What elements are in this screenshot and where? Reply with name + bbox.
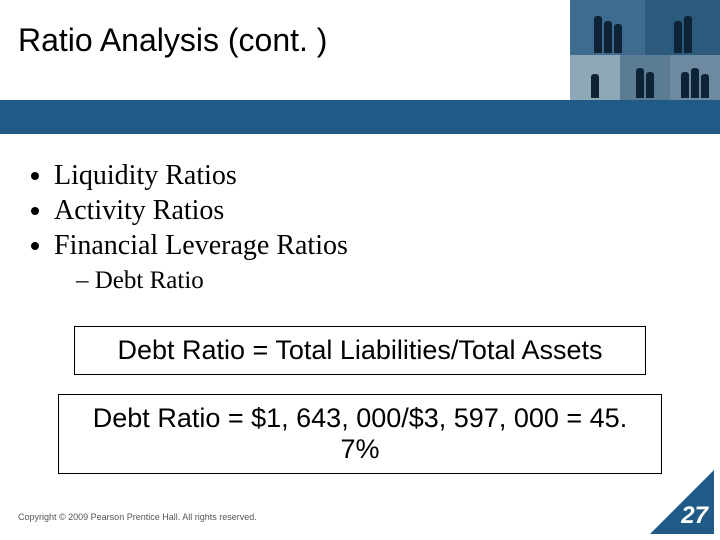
page-number-badge: 27 bbox=[650, 470, 714, 534]
page-number: 27 bbox=[681, 502, 708, 530]
content-area: Liquidity Ratios Activity Ratios Financi… bbox=[26, 158, 694, 296]
bullet-item: Liquidity Ratios bbox=[54, 158, 694, 193]
accent-bar bbox=[0, 100, 720, 134]
slide-title: Ratio Analysis (cont. ) bbox=[18, 22, 327, 59]
bullet-list: Liquidity Ratios Activity Ratios Financi… bbox=[26, 158, 694, 296]
header-decorative-image bbox=[570, 0, 720, 100]
formula-box-calculation: Debt Ratio = $1, 643, 000/$3, 597, 000 =… bbox=[58, 394, 662, 474]
sub-bullet-list: Debt Ratio bbox=[54, 265, 694, 296]
bullet-text: Financial Leverage Ratios bbox=[54, 230, 348, 261]
slide: Ratio Analysis (cont. ) Liquidity Ratios… bbox=[0, 0, 720, 540]
formula-box-definition: Debt Ratio = Total Liabilities/Total Ass… bbox=[74, 326, 646, 375]
bullet-item: Financial Leverage Ratios Debt Ratio bbox=[54, 228, 694, 296]
sub-bullet-item: Debt Ratio bbox=[76, 265, 694, 296]
bullet-item: Activity Ratios bbox=[54, 193, 694, 228]
copyright-footer: Copyright © 2009 Pearson Prentice Hall. … bbox=[18, 512, 257, 522]
